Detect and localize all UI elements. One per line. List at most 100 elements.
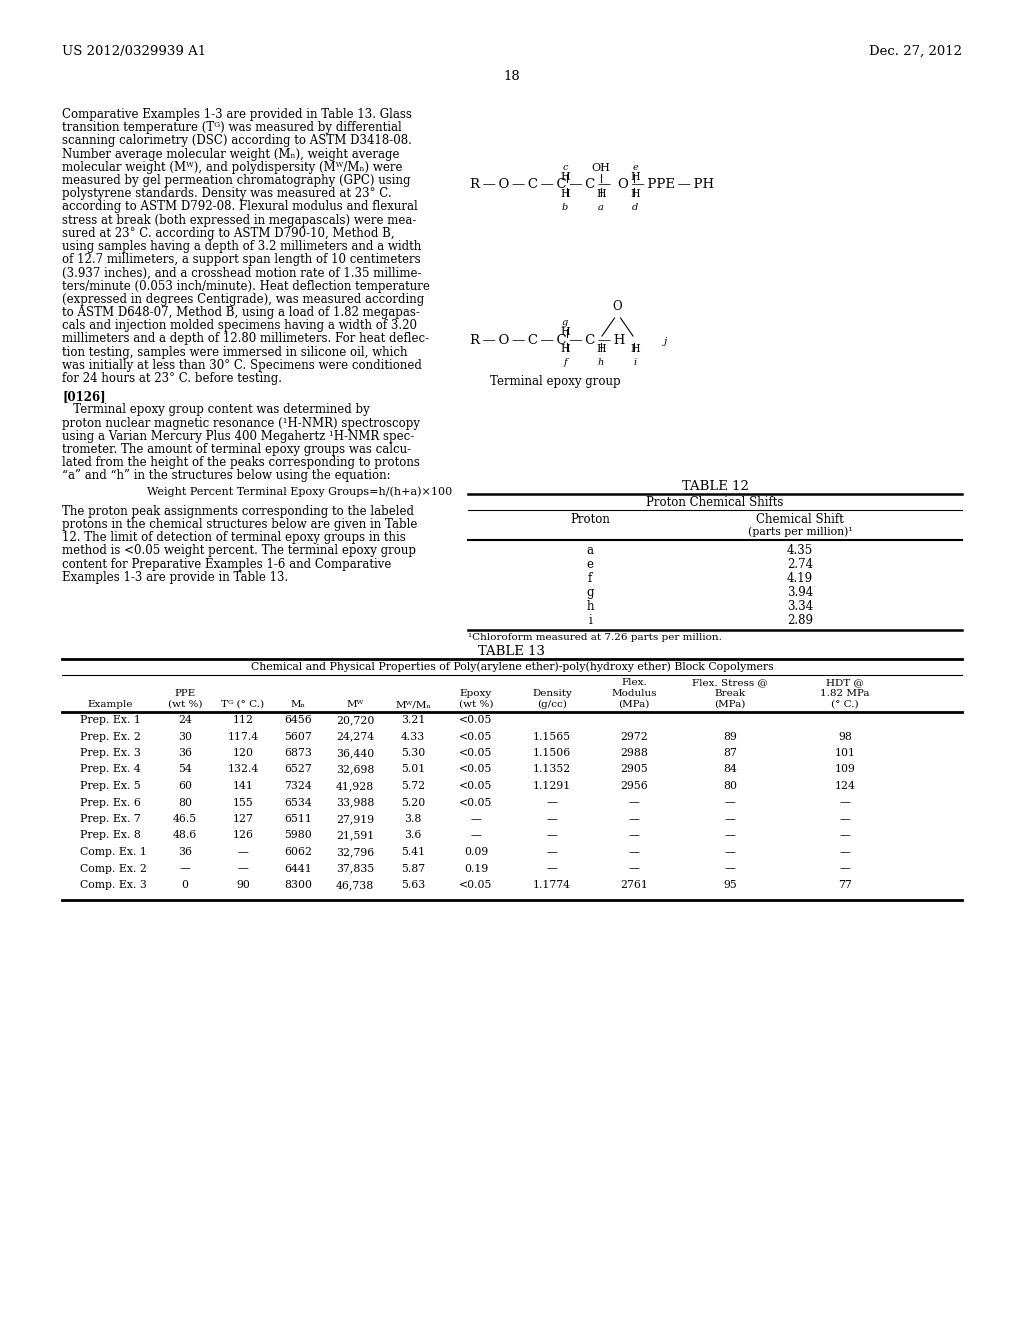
Text: 46,738: 46,738: [336, 880, 374, 890]
Text: 80: 80: [178, 797, 193, 808]
Text: 24,274: 24,274: [336, 731, 374, 742]
Text: h: h: [598, 358, 604, 367]
Text: 5.87: 5.87: [401, 863, 425, 874]
Text: Proton: Proton: [570, 513, 610, 525]
Text: for 24 hours at 23° C. before testing.: for 24 hours at 23° C. before testing.: [62, 372, 282, 385]
Text: 7324: 7324: [284, 781, 312, 791]
Text: —: —: [725, 863, 735, 874]
Text: 155: 155: [232, 797, 253, 808]
Text: H: H: [596, 189, 606, 199]
Text: —: —: [547, 830, 557, 841]
Text: 2988: 2988: [621, 748, 648, 758]
Text: —: —: [725, 814, 735, 824]
Text: 98: 98: [838, 731, 852, 742]
Text: —: —: [840, 863, 851, 874]
Text: TABLE 13: TABLE 13: [478, 645, 546, 657]
Text: proton nuclear magnetic resonance (¹H-NMR) spectroscopy: proton nuclear magnetic resonance (¹H-NM…: [62, 417, 420, 429]
Text: 36,440: 36,440: [336, 748, 374, 758]
Text: 112: 112: [232, 715, 254, 725]
Text: PPE: PPE: [174, 689, 196, 698]
Text: a: a: [598, 203, 604, 213]
Text: 18: 18: [504, 70, 520, 83]
Text: Prep. Ex. 5: Prep. Ex. 5: [80, 781, 140, 791]
Text: 27,919: 27,919: [336, 814, 374, 824]
Text: Comparative Examples 1-3 are provided in Table 13. Glass: Comparative Examples 1-3 are provided in…: [62, 108, 412, 121]
Text: (MPa): (MPa): [715, 700, 745, 709]
Text: 2761: 2761: [621, 880, 648, 890]
Text: Terminal epoxy group: Terminal epoxy group: [490, 375, 621, 388]
Text: 5.72: 5.72: [401, 781, 425, 791]
Text: 3.34: 3.34: [786, 601, 813, 612]
Text: 36: 36: [178, 748, 193, 758]
Text: <0.05: <0.05: [460, 731, 493, 742]
Text: 2956: 2956: [621, 781, 648, 791]
Text: 5.63: 5.63: [400, 880, 425, 890]
Text: Terminal epoxy group content was determined by: Terminal epoxy group content was determi…: [62, 404, 370, 416]
Text: 126: 126: [232, 830, 254, 841]
Text: <0.05: <0.05: [460, 764, 493, 775]
Text: —: —: [547, 814, 557, 824]
Text: 41,928: 41,928: [336, 781, 374, 791]
Text: —: —: [238, 847, 249, 857]
Text: Dec. 27, 2012: Dec. 27, 2012: [869, 45, 962, 58]
Text: 5.01: 5.01: [400, 764, 425, 775]
Text: i: i: [588, 614, 592, 627]
Text: 84: 84: [723, 764, 737, 775]
Text: H: H: [560, 172, 570, 182]
Text: Weight Percent Terminal Epoxy Groups=h/(h+a)×100: Weight Percent Terminal Epoxy Groups=h/(…: [147, 487, 453, 498]
Text: —: —: [179, 863, 190, 874]
Text: 120: 120: [232, 748, 254, 758]
Text: 0.19: 0.19: [464, 863, 488, 874]
Text: (wt %): (wt %): [168, 700, 203, 709]
Text: —: —: [840, 814, 851, 824]
Text: ¹Chloroform measured at 7.26 parts per million.: ¹Chloroform measured at 7.26 parts per m…: [468, 634, 722, 642]
Text: Chemical and Physical Properties of Poly(arylene ether)-poly(hydroxy ether) Bloc: Chemical and Physical Properties of Poly…: [251, 661, 773, 672]
Text: 2.89: 2.89: [787, 614, 813, 627]
Text: —: —: [725, 797, 735, 808]
Text: protons in the chemical structures below are given in Table: protons in the chemical structures below…: [62, 517, 418, 531]
Text: —: —: [547, 797, 557, 808]
Text: 1.82 MPa: 1.82 MPa: [820, 689, 869, 698]
Text: to ASTM D648-07, Method B, using a load of 1.82 megapas-: to ASTM D648-07, Method B, using a load …: [62, 306, 420, 319]
Text: Mᵂ/Mₙ: Mᵂ/Mₙ: [395, 700, 431, 709]
Text: H: H: [596, 345, 606, 354]
Text: —: —: [471, 830, 481, 841]
Text: stress at break (both expressed in megapascals) were mea-: stress at break (both expressed in megap…: [62, 214, 417, 227]
Text: Chemical Shift: Chemical Shift: [756, 513, 844, 525]
Text: Proton Chemical Shifts: Proton Chemical Shifts: [646, 496, 783, 510]
Text: Density: Density: [532, 689, 572, 698]
Text: tion testing, samples were immersed in silicone oil, which: tion testing, samples were immersed in s…: [62, 346, 408, 359]
Text: (MPa): (MPa): [618, 700, 649, 709]
Text: 6062: 6062: [284, 847, 312, 857]
Text: 5.41: 5.41: [401, 847, 425, 857]
Text: 8300: 8300: [284, 880, 312, 890]
Text: 77: 77: [838, 880, 852, 890]
Text: Tᴳ (° C.): Tᴳ (° C.): [221, 700, 264, 709]
Text: i: i: [634, 358, 637, 367]
Text: Comp. Ex. 3: Comp. Ex. 3: [80, 880, 146, 890]
Text: Prep. Ex. 2: Prep. Ex. 2: [80, 731, 141, 742]
Text: 6534: 6534: [284, 797, 312, 808]
Text: Comp. Ex. 1: Comp. Ex. 1: [80, 847, 146, 857]
Text: H: H: [560, 345, 570, 354]
Text: 1.1291: 1.1291: [532, 781, 571, 791]
Text: 1.1565: 1.1565: [532, 731, 571, 742]
Text: —: —: [629, 830, 639, 841]
Text: (parts per million)¹: (parts per million)¹: [748, 525, 852, 536]
Text: measured by gel permeation chromatography (GPC) using: measured by gel permeation chromatograph…: [62, 174, 411, 187]
Text: —: —: [471, 814, 481, 824]
Text: 32,796: 32,796: [336, 847, 374, 857]
Text: 30: 30: [178, 731, 193, 742]
Text: lated from the height of the peaks corresponding to protons: lated from the height of the peaks corre…: [62, 457, 420, 469]
Text: <0.05: <0.05: [460, 715, 493, 725]
Text: 33,988: 33,988: [336, 797, 374, 808]
Text: H: H: [630, 345, 640, 354]
Text: (wt %): (wt %): [459, 700, 494, 709]
Text: —: —: [629, 797, 639, 808]
Text: —: —: [629, 863, 639, 874]
Text: was initially at less than 30° C. Specimens were conditioned: was initially at less than 30° C. Specim…: [62, 359, 422, 372]
Text: Mᵂ: Mᵂ: [346, 700, 364, 709]
Text: 24: 24: [178, 715, 191, 725]
Text: —: —: [725, 847, 735, 857]
Text: 0: 0: [181, 880, 188, 890]
